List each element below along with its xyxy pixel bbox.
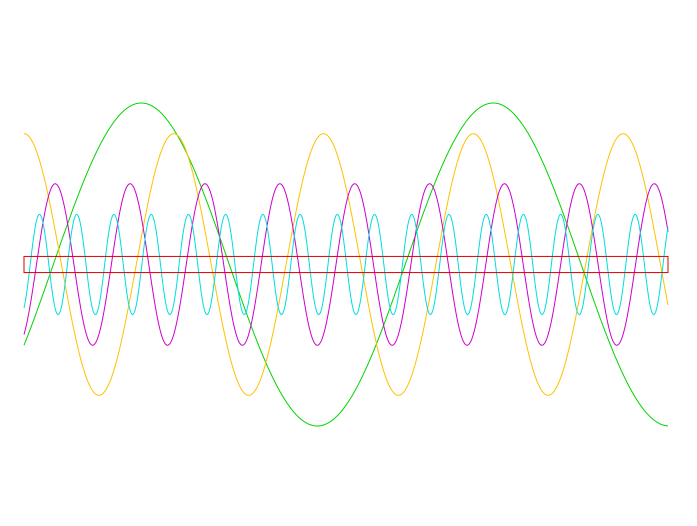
- series-line-2: [23, 183, 669, 346]
- series-line-1: [23, 133, 669, 396]
- series-line-3: [23, 213, 669, 316]
- series-line-0: [23, 102, 669, 427]
- series-band-4: [23, 255, 669, 274]
